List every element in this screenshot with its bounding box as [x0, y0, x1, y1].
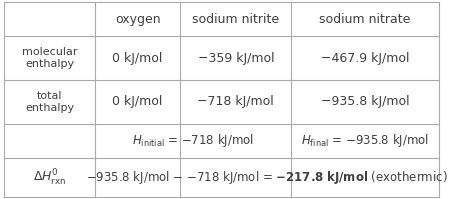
Text: −718 kJ/mol: −718 kJ/mol — [197, 96, 274, 108]
Text: −359 kJ/mol: −359 kJ/mol — [197, 52, 274, 64]
Text: −935.8 kJ/mol: −935.8 kJ/mol — [320, 96, 408, 108]
Text: oxygen: oxygen — [115, 13, 160, 25]
Text: −467.9 kJ/mol: −467.9 kJ/mol — [320, 52, 408, 64]
Text: $-$935.8 kJ/mol $-$ $-$718 kJ/mol = $\mathbf{-217.8\ kJ/mol}$ (exothermic): $-$935.8 kJ/mol $-$ $-$718 kJ/mol = $\ma… — [86, 169, 447, 186]
Text: sodium nitrate: sodium nitrate — [319, 13, 410, 25]
Text: molecular
enthalpy: molecular enthalpy — [22, 47, 77, 69]
Text: total
enthalpy: total enthalpy — [25, 91, 74, 113]
Text: 0 kJ/mol: 0 kJ/mol — [112, 52, 162, 64]
Text: $\Delta H^0_\mathrm{rxn}$: $\Delta H^0_\mathrm{rxn}$ — [33, 167, 66, 188]
Text: $H_\mathrm{initial}$ = −718 kJ/mol: $H_\mathrm{initial}$ = −718 kJ/mol — [132, 133, 254, 149]
Text: −935.8 kJ/mol − −718 kJ/mol = −217.8 kJ/mol (exothermic): −935.8 kJ/mol − −718 kJ/mol = −217.8 kJ/… — [90, 171, 442, 184]
Text: sodium nitrite: sodium nitrite — [192, 13, 279, 25]
Text: 0 kJ/mol: 0 kJ/mol — [112, 96, 162, 108]
Text: $H_\mathrm{final}$ = −935.8 kJ/mol: $H_\mathrm{final}$ = −935.8 kJ/mol — [300, 133, 428, 149]
